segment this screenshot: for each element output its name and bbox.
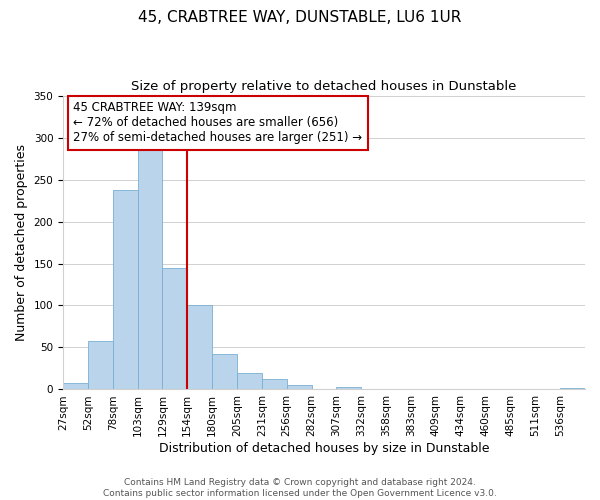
- X-axis label: Distribution of detached houses by size in Dunstable: Distribution of detached houses by size …: [159, 442, 489, 455]
- Bar: [88, 341, 113, 390]
- Bar: [262, 380, 287, 390]
- Bar: [113, 190, 137, 390]
- Y-axis label: Number of detached properties: Number of detached properties: [15, 144, 28, 341]
- Bar: [163, 268, 187, 390]
- Bar: [337, 387, 361, 390]
- Bar: [560, 388, 585, 390]
- Bar: [137, 145, 163, 390]
- Bar: [187, 304, 212, 390]
- Text: 45 CRABTREE WAY: 139sqm
← 72% of detached houses are smaller (656)
27% of semi-d: 45 CRABTREE WAY: 139sqm ← 72% of detache…: [73, 102, 362, 144]
- Bar: [63, 382, 88, 390]
- Bar: [212, 354, 237, 390]
- Text: 45, CRABTREE WAY, DUNSTABLE, LU6 1UR: 45, CRABTREE WAY, DUNSTABLE, LU6 1UR: [139, 10, 461, 25]
- Text: Contains HM Land Registry data © Crown copyright and database right 2024.
Contai: Contains HM Land Registry data © Crown c…: [103, 478, 497, 498]
- Bar: [237, 372, 262, 390]
- Title: Size of property relative to detached houses in Dunstable: Size of property relative to detached ho…: [131, 80, 517, 93]
- Bar: [361, 388, 386, 390]
- Bar: [287, 386, 311, 390]
